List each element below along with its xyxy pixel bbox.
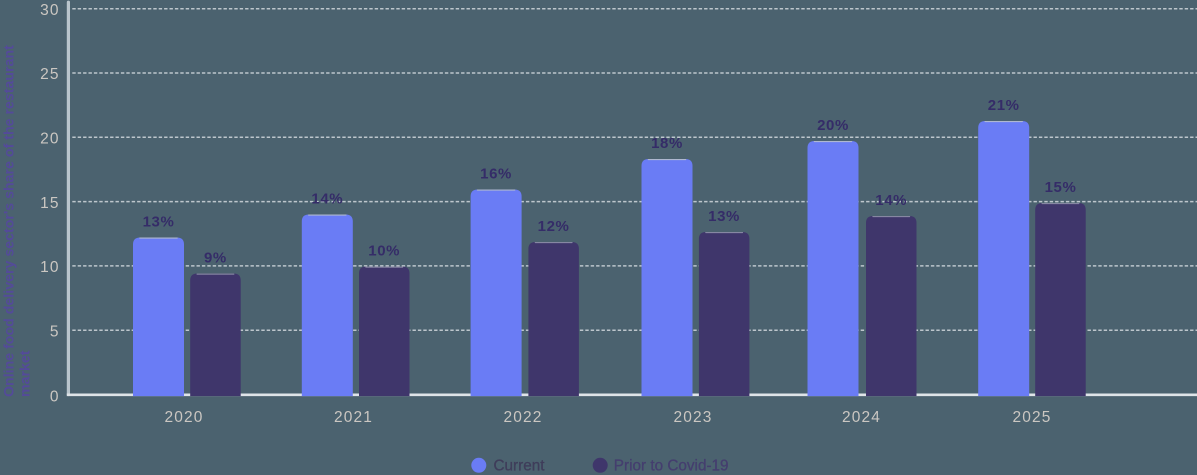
- svg-text:12%: 12%: [538, 218, 570, 235]
- svg-text:21%: 21%: [988, 97, 1020, 114]
- svg-text:10: 10: [40, 259, 59, 276]
- svg-text:13%: 13%: [143, 214, 175, 231]
- svg-text:2021: 2021: [334, 409, 373, 426]
- svg-text:14%: 14%: [311, 191, 343, 208]
- svg-text:14%: 14%: [875, 192, 907, 209]
- svg-text:15%: 15%: [1045, 179, 1077, 196]
- svg-text:2020: 2020: [165, 409, 204, 426]
- svg-text:25: 25: [40, 66, 59, 83]
- svg-text:2023: 2023: [674, 409, 713, 426]
- svg-text:0: 0: [50, 389, 60, 406]
- svg-text:9%: 9%: [204, 250, 227, 267]
- svg-text:30: 30: [40, 2, 59, 19]
- svg-text:15: 15: [40, 195, 59, 212]
- svg-text:16%: 16%: [480, 166, 512, 183]
- svg-text:5: 5: [50, 323, 60, 340]
- svg-text:Prior to Covid-19: Prior to Covid-19: [614, 458, 729, 475]
- svg-text:20%: 20%: [817, 117, 849, 134]
- svg-text:Current: Current: [494, 458, 546, 475]
- svg-text:13%: 13%: [708, 208, 740, 225]
- svg-text:Online food delivery sector's: Online food delivery sector's share of t…: [2, 45, 18, 397]
- svg-text:2025: 2025: [1013, 409, 1052, 426]
- svg-text:2024: 2024: [842, 409, 881, 426]
- svg-text:10%: 10%: [368, 243, 400, 260]
- svg-text:2022: 2022: [504, 409, 543, 426]
- svg-text:market: market: [18, 350, 34, 397]
- svg-text:20: 20: [40, 131, 59, 148]
- svg-text:18%: 18%: [651, 135, 683, 152]
